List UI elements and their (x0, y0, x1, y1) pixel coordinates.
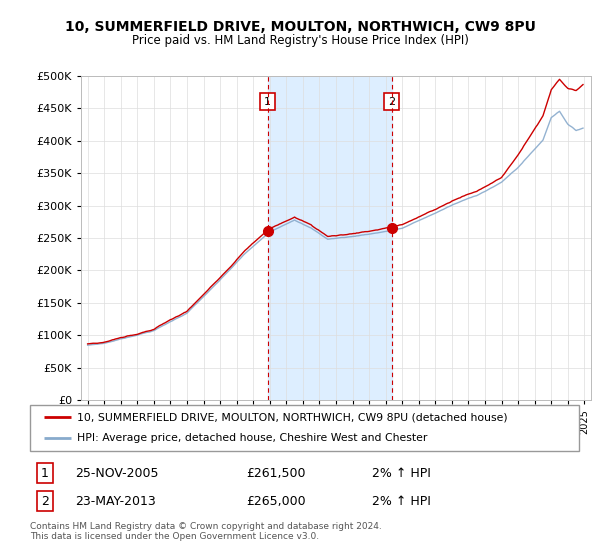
Text: £261,500: £261,500 (246, 466, 305, 480)
Text: 10, SUMMERFIELD DRIVE, MOULTON, NORTHWICH, CW9 8PU (detached house): 10, SUMMERFIELD DRIVE, MOULTON, NORTHWIC… (77, 412, 507, 422)
Text: £265,000: £265,000 (246, 494, 305, 508)
Text: HPI: Average price, detached house, Cheshire West and Chester: HPI: Average price, detached house, Ches… (77, 433, 427, 444)
Text: 2: 2 (41, 494, 49, 508)
Text: 23-MAY-2013: 23-MAY-2013 (75, 494, 156, 508)
Text: 10, SUMMERFIELD DRIVE, MOULTON, NORTHWICH, CW9 8PU: 10, SUMMERFIELD DRIVE, MOULTON, NORTHWIC… (65, 20, 535, 34)
Text: 2% ↑ HPI: 2% ↑ HPI (372, 466, 431, 480)
Text: 1: 1 (264, 96, 271, 106)
Bar (268, 76, 392, 400)
Text: Price paid vs. HM Land Registry's House Price Index (HPI): Price paid vs. HM Land Registry's House … (131, 34, 469, 46)
Text: 25-NOV-2005: 25-NOV-2005 (75, 466, 158, 480)
Text: 2: 2 (388, 96, 395, 106)
Text: 1: 1 (41, 466, 49, 480)
FancyBboxPatch shape (30, 405, 579, 451)
Text: Contains HM Land Registry data © Crown copyright and database right 2024.
This d: Contains HM Land Registry data © Crown c… (30, 522, 382, 542)
Text: 2% ↑ HPI: 2% ↑ HPI (372, 494, 431, 508)
